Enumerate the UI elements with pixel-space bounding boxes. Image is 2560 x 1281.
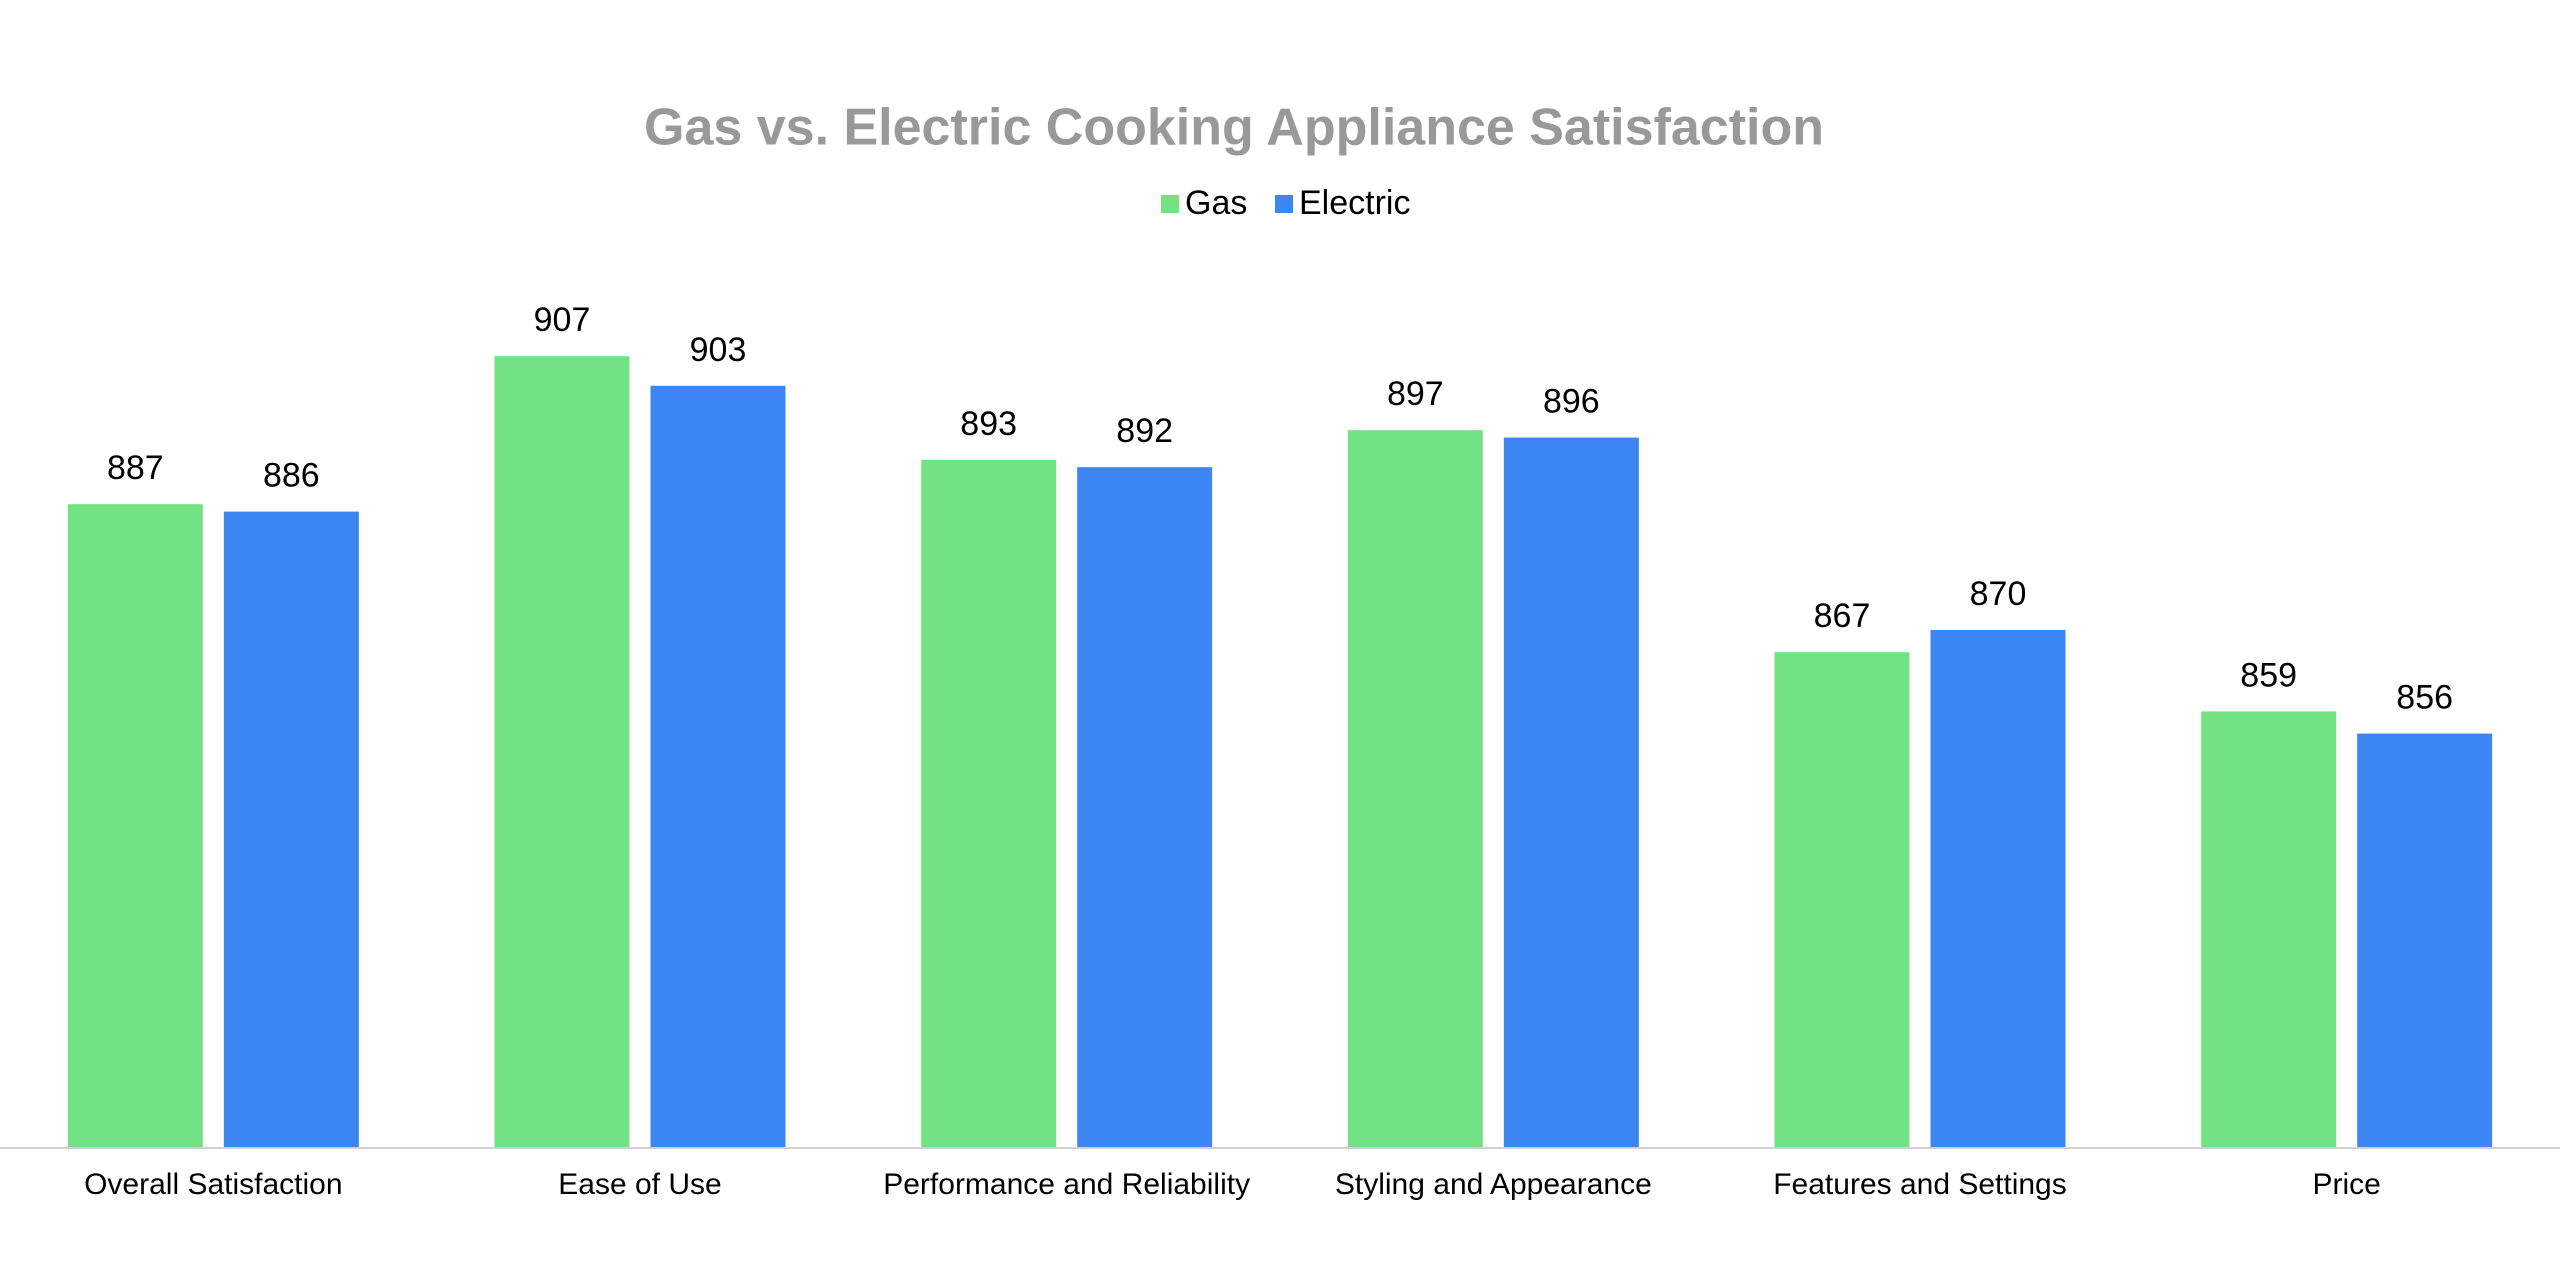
bar (921, 459, 1057, 1148)
bar (1930, 630, 2066, 1148)
legend-swatch (1161, 195, 1179, 213)
bar (67, 504, 203, 1148)
x-tick-label: Price (2312, 1168, 2380, 1201)
value-label: 867 (1814, 597, 1871, 635)
value-label: 887 (107, 449, 164, 487)
legend-label: Gas (1185, 184, 1247, 222)
bar (2201, 711, 2337, 1148)
value-label: 859 (2240, 656, 2297, 694)
legend-label: Electric (1299, 184, 1410, 222)
bar (494, 356, 630, 1148)
value-label: 886 (263, 457, 320, 495)
value-label: 893 (960, 405, 1017, 443)
chart-title: Gas vs. Electric Cooking Appliance Satis… (644, 99, 1824, 157)
bar (650, 385, 786, 1148)
bar (2357, 733, 2493, 1148)
value-label: 907 (534, 301, 591, 339)
bar (223, 511, 359, 1149)
x-tick-label: Styling and Appearance (1335, 1168, 1652, 1201)
value-label: 896 (1543, 383, 1600, 421)
value-label: 856 (2396, 679, 2453, 717)
bar (1503, 437, 1639, 1149)
value-label: 897 (1387, 375, 1444, 413)
value-label: 892 (1116, 412, 1173, 450)
value-label: 903 (690, 331, 747, 369)
bar (1347, 430, 1483, 1148)
value-label: 870 (1970, 575, 2027, 613)
bar (1774, 652, 1910, 1148)
x-tick-label: Features and Settings (1773, 1168, 2067, 1201)
x-tick-label: Performance and Reliability (883, 1168, 1250, 1201)
legend-swatch (1275, 195, 1293, 213)
x-tick-label: Overall Satisfaction (84, 1168, 342, 1201)
x-tick-label: Ease of Use (558, 1168, 721, 1201)
bar (1077, 467, 1213, 1148)
